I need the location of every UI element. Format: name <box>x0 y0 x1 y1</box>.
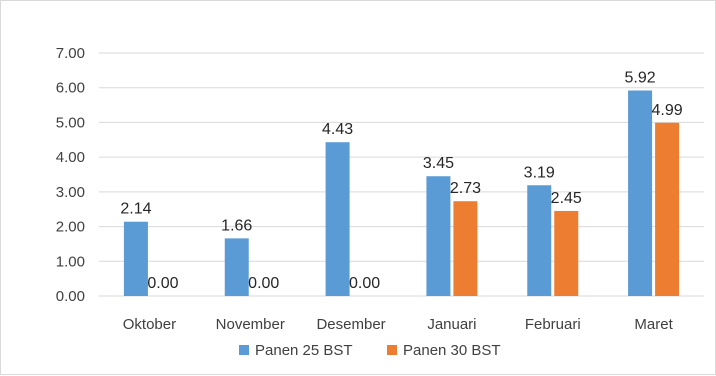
data-label: 2.73 <box>450 180 481 197</box>
data-label: 0.00 <box>147 275 178 292</box>
y-tick-label: 4.00 <box>56 149 85 166</box>
x-tick-label: Desember <box>316 316 385 333</box>
x-tick-label: Oktober <box>123 316 176 333</box>
data-label: 3.45 <box>423 155 454 172</box>
x-tick-label: Januari <box>427 316 476 333</box>
data-label: 0.00 <box>248 275 279 292</box>
legend-label: Panen 25 BST <box>255 342 353 359</box>
bar-panen-25 <box>123 221 148 296</box>
data-label: 5.92 <box>625 69 656 86</box>
x-tick-label: Februari <box>525 316 581 333</box>
bar-panen-25 <box>426 176 451 296</box>
gridlines <box>99 52 704 297</box>
bar-panen-30 <box>554 210 579 296</box>
bars <box>123 90 680 297</box>
y-tick-label: 7.00 <box>56 45 85 62</box>
legend-label: Panen 30 BST <box>403 342 501 359</box>
data-label: 0.00 <box>349 275 380 292</box>
y-axis-tick-labels: 0.00 1.00 2.00 3.00 4.00 5.00 6.00 7.00 <box>56 45 85 305</box>
data-label: 2.14 <box>120 201 151 218</box>
y-tick-label: 5.00 <box>56 114 85 131</box>
legend-swatch <box>239 345 249 355</box>
data-label: 1.66 <box>221 217 252 234</box>
y-tick-label: 3.00 <box>56 184 85 201</box>
legend-swatch <box>387 345 397 355</box>
y-tick-label: 6.00 <box>56 80 85 97</box>
x-tick-label: Maret <box>634 316 673 333</box>
y-tick-label: 1.00 <box>56 253 85 270</box>
x-axis-tick-labels: Oktober November Desember Januari Februari Ma… <box>123 316 674 333</box>
bar-panen-25 <box>224 238 249 296</box>
data-label: 4.43 <box>322 121 353 138</box>
bar-panen-30 <box>655 122 680 296</box>
data-label: 4.99 <box>652 102 683 119</box>
bar-panen-25 <box>628 90 653 297</box>
data-labels: 2.14 0.00 1.66 0.00 4.43 0.00 3.45 2.73 3.19 2.45… <box>120 69 682 292</box>
y-tick-label: 0.00 <box>56 288 85 305</box>
x-tick-label: November <box>216 316 285 333</box>
y-tick-label: 2.00 <box>56 219 85 236</box>
bar-panen-25 <box>325 142 350 296</box>
bar-panen-25 <box>527 185 552 296</box>
data-label: 2.45 <box>551 190 582 207</box>
legend: Panen 25 BST Panen 30 BST <box>239 342 501 359</box>
bar-panen-30 <box>453 201 478 296</box>
data-label: 3.19 <box>524 164 555 181</box>
